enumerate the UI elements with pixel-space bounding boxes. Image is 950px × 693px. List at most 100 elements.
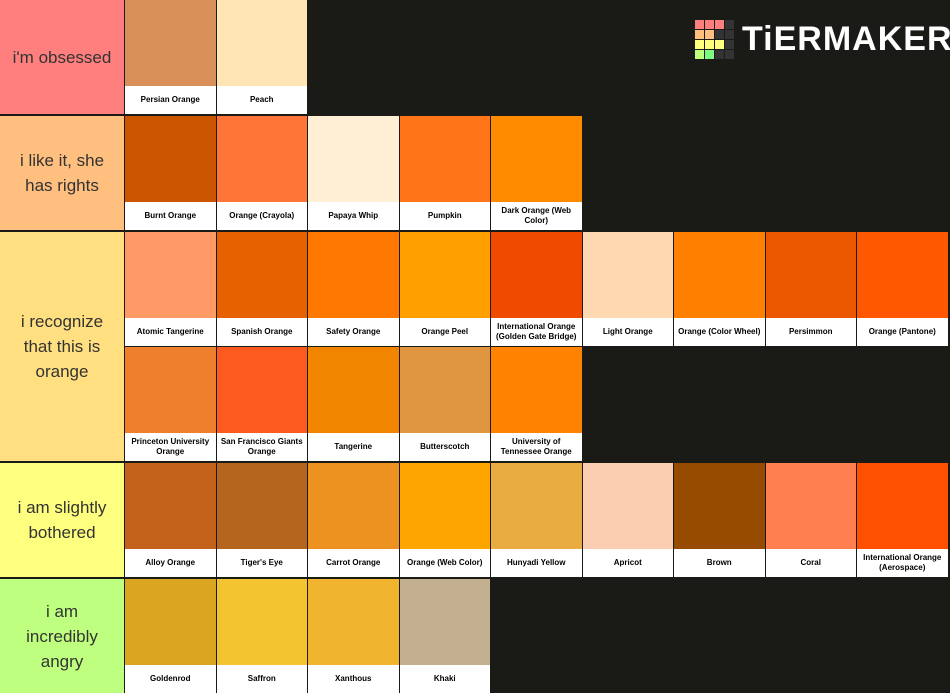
item-card[interactable]: Spanish Orange [216,232,307,346]
item-card[interactable]: Persimmon [765,232,856,346]
tier-label: i like it, she has rights [0,116,124,230]
color-swatch [125,116,216,202]
item-name: Spanish Orange [216,318,307,346]
color-swatch [216,116,307,202]
item-card[interactable]: Princeton University Orange [125,347,216,461]
color-swatch [125,0,216,86]
item-name: Orange Peel [399,318,490,346]
tier-items: Atomic Tangerine Spanish Orange Safety Ora… [124,232,950,461]
item-name: Saffron [216,665,307,693]
item-card[interactable]: Atomic Tangerine [125,232,216,346]
item-card[interactable]: Brown [674,463,765,577]
item-card[interactable]: Saffron [216,579,307,693]
item-card[interactable]: Butterscotch [399,347,490,461]
item-card[interactable]: Carrot Orange [308,463,399,577]
item-card[interactable]: Light Orange [582,232,673,346]
item-card[interactable]: Persian Orange [125,0,216,114]
item-name: International Orange (Golden Gate Bridge… [491,318,582,346]
color-swatch [491,116,582,202]
color-swatch [491,232,582,318]
item-card[interactable]: San Francisco Giants Orange [216,347,307,461]
item-name: Persimmon [765,318,856,346]
color-swatch [308,463,399,549]
color-swatch [216,463,307,549]
item-card[interactable]: Alloy Orange [125,463,216,577]
item-card[interactable]: Orange Peel [399,232,490,346]
color-swatch [399,463,490,549]
tier-label: i recognize that this is orange [0,232,124,461]
item-card[interactable]: Goldenrod [125,579,216,693]
item-name: San Francisco Giants Orange [216,433,307,461]
color-swatch [308,232,399,318]
item-name: Brown [674,549,765,577]
item-card[interactable]: Orange (Crayola) [216,116,307,230]
item-card[interactable]: Papaya Whip [308,116,399,230]
color-swatch [674,232,765,318]
item-card[interactable]: Coral [765,463,856,577]
item-card[interactable]: Hunyadi Yellow [491,463,582,577]
item-card[interactable]: Peach [216,0,307,114]
item-name: Atomic Tangerine [125,318,216,346]
color-swatch [399,579,490,665]
item-name: Safety Orange [308,318,399,346]
item-name: Coral [765,549,856,577]
color-swatch [308,347,399,433]
item-name: Orange (Crayola) [216,202,307,230]
tier-items: Alloy Orange Tiger's Eye Carrot Orange Oran… [124,463,950,577]
item-card[interactable]: Khaki [399,579,490,693]
color-swatch [216,579,307,665]
item-card[interactable]: Safety Orange [308,232,399,346]
item-card[interactable]: Xanthous [308,579,399,693]
item-card[interactable]: Dark Orange (Web Color) [491,116,582,230]
color-swatch [216,347,307,433]
item-name: Persian Orange [125,86,216,114]
color-swatch [399,116,490,202]
item-card[interactable]: Orange (Color Wheel) [674,232,765,346]
logo: TiERMAKER [695,20,950,59]
item-card[interactable]: Orange (Web Color) [399,463,490,577]
color-swatch [582,463,673,549]
item-card[interactable]: International Orange (Golden Gate Bridge… [491,232,582,346]
color-swatch [491,463,582,549]
item-card[interactable]: Pumpkin [399,116,490,230]
item-name: Burnt Orange [125,202,216,230]
item-card[interactable]: Burnt Orange [125,116,216,230]
color-swatch [765,232,856,318]
item-name: Carrot Orange [308,549,399,577]
item-card[interactable]: Orange (Pantone) [857,232,948,346]
item-card[interactable]: International Orange (Aerospace) [857,463,948,577]
tier-label: i am incredibly angry [0,579,124,693]
tier-items: Burnt Orange Orange (Crayola) Papaya Whip P… [124,116,950,230]
logo-grid [695,20,734,59]
item-card[interactable]: Apricot [582,463,673,577]
color-swatch [308,579,399,665]
tier-items: Goldenrod Saffron Xanthous Khaki [124,579,950,693]
tier-row: i'm obsessed Persian Orange Peach [0,0,950,114]
item-name: University of Tennessee Orange [491,433,582,461]
color-swatch [399,232,490,318]
color-swatch [857,463,948,549]
item-name: Orange (Pantone) [857,318,948,346]
color-swatch [216,232,307,318]
color-swatch [857,232,948,318]
tier-items: Persian Orange Peach [124,0,950,114]
color-swatch [216,0,307,86]
item-name: Pumpkin [399,202,490,230]
tier-row: i am slightly bothered Alloy Orange Tiger'… [0,463,950,577]
item-card[interactable]: Tiger's Eye [216,463,307,577]
item-name: Alloy Orange [125,549,216,577]
item-name: Hunyadi Yellow [491,549,582,577]
color-swatch [674,463,765,549]
item-name: Khaki [399,665,490,693]
color-swatch [125,347,216,433]
item-name: Orange (Web Color) [399,549,490,577]
item-card[interactable]: University of Tennessee Orange [491,347,582,461]
item-name: Apricot [582,549,673,577]
item-name: Princeton University Orange [125,433,216,461]
color-swatch [125,232,216,318]
item-name: Tangerine [308,433,399,461]
item-name: Peach [216,86,307,114]
color-swatch [399,347,490,433]
item-card[interactable]: Tangerine [308,347,399,461]
